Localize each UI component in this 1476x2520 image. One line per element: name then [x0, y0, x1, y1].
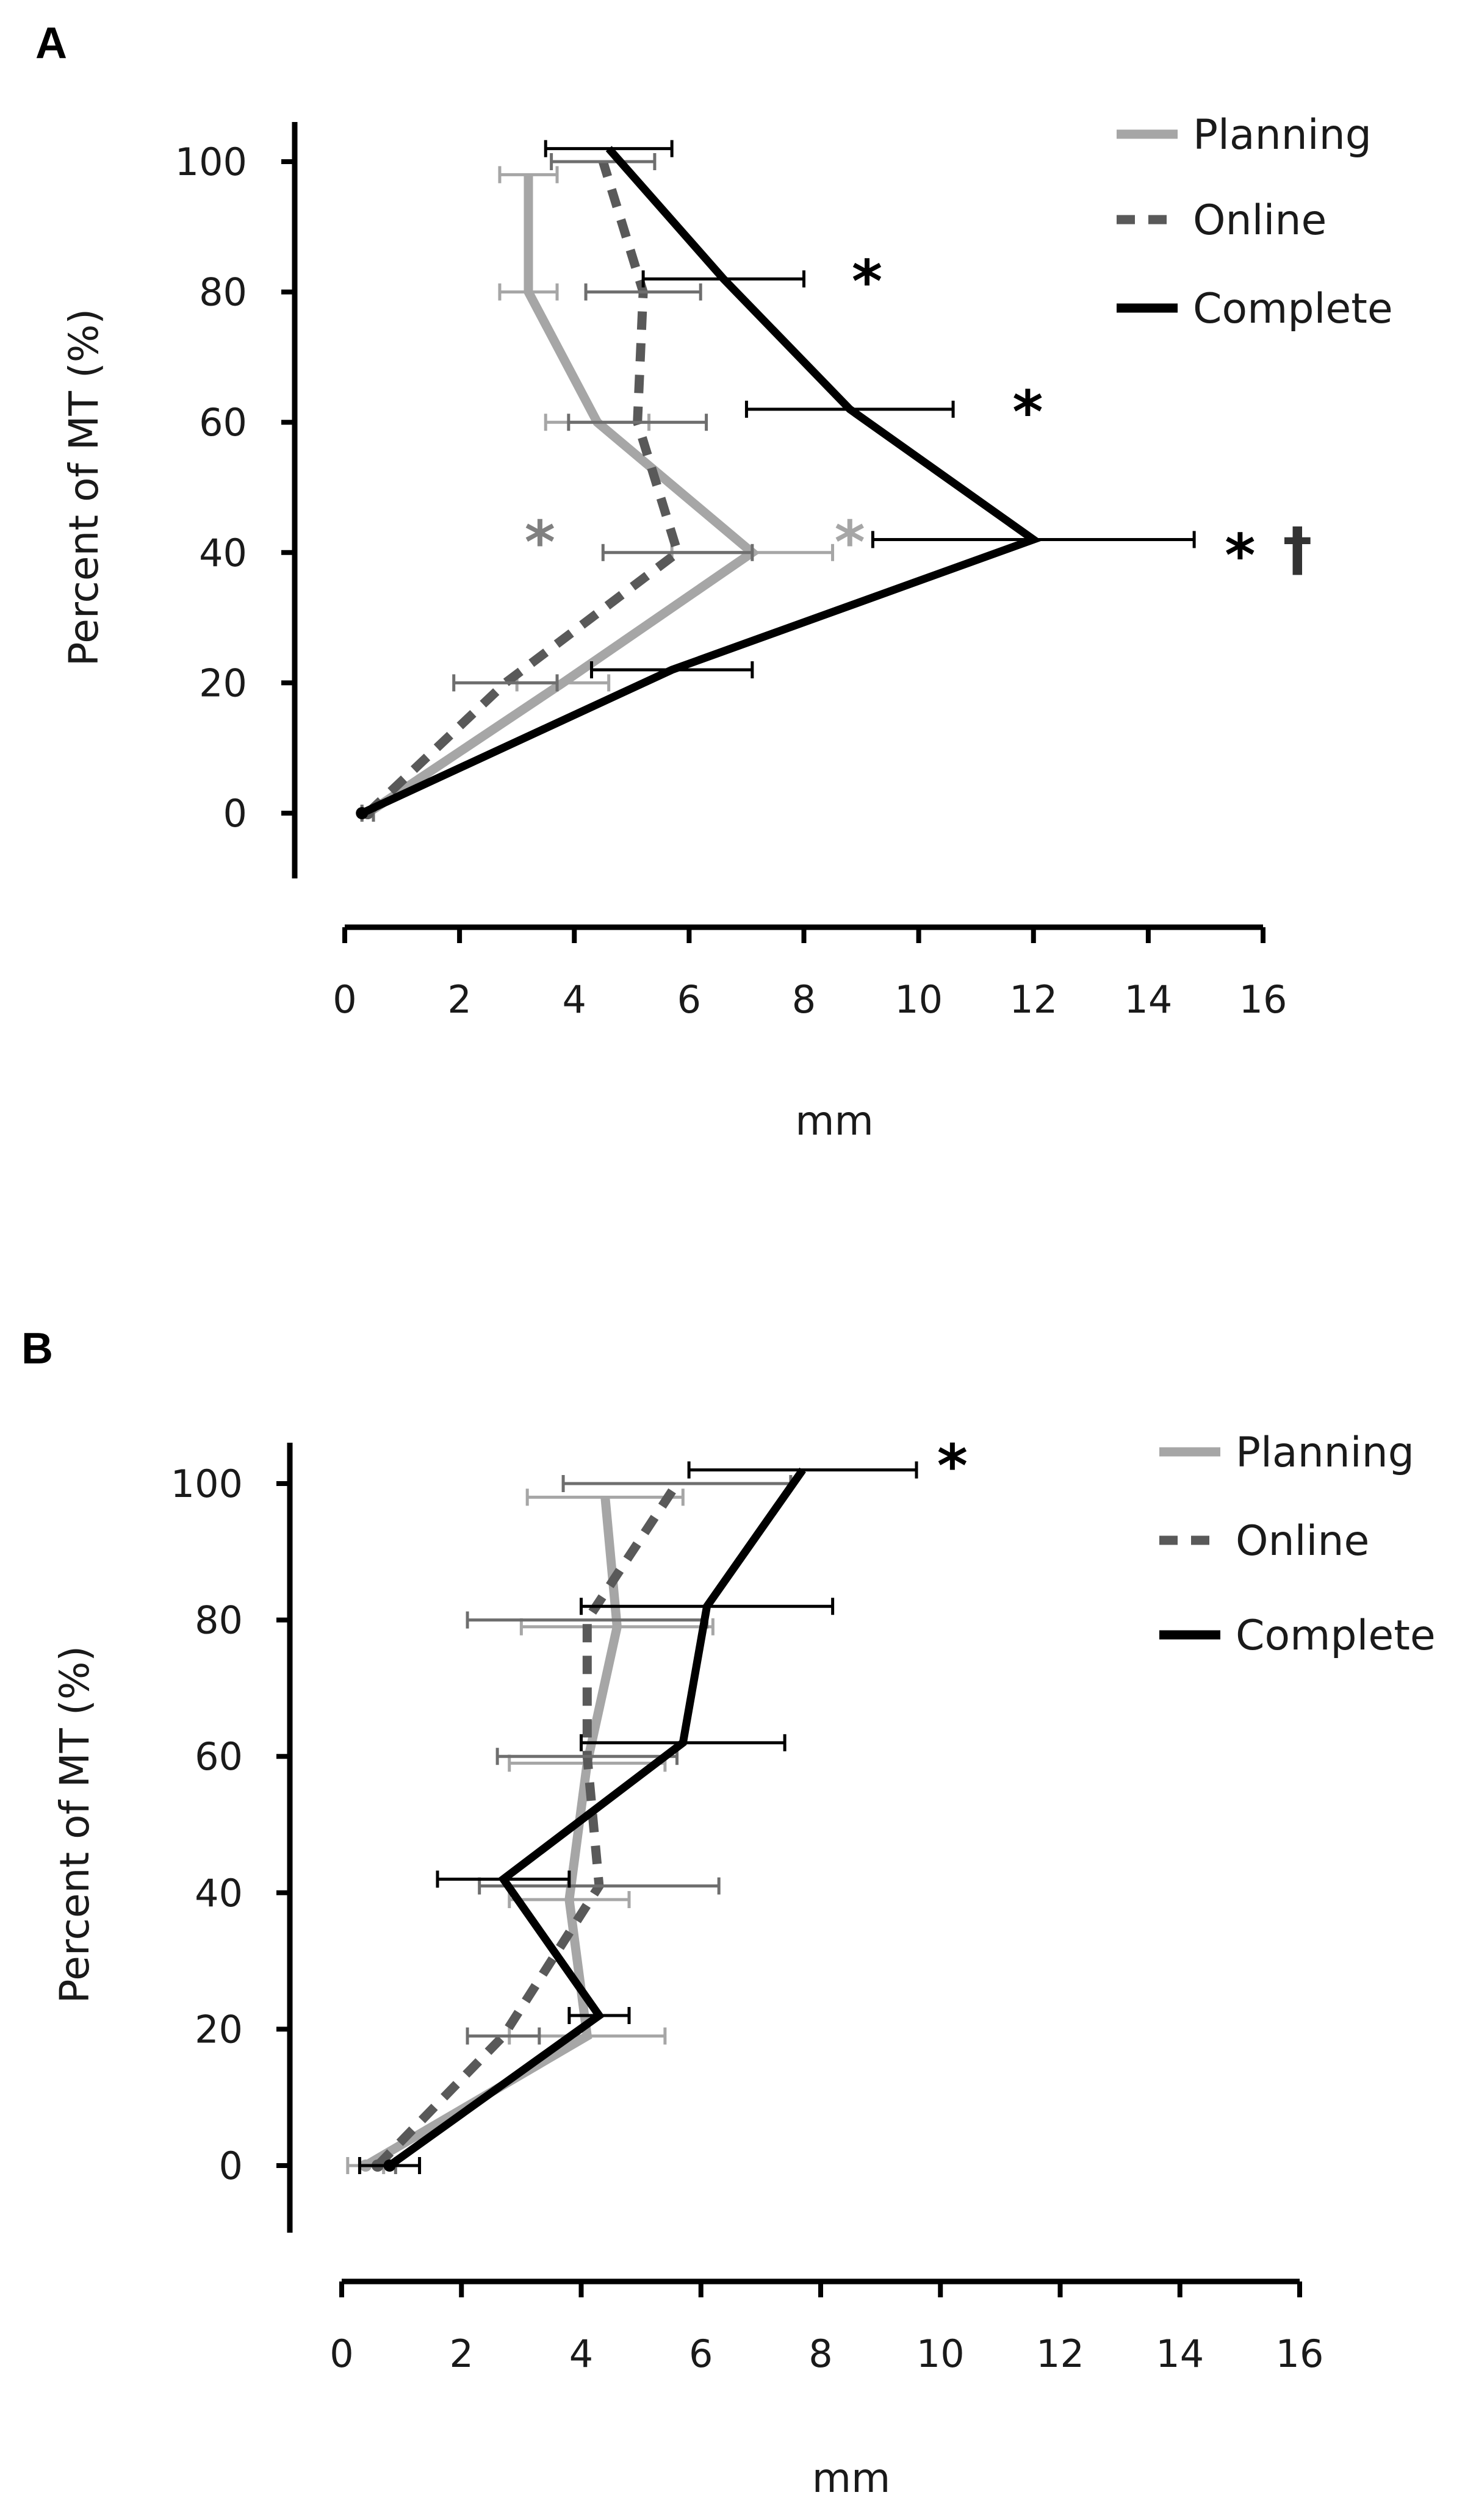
series-complete	[358, 1461, 918, 2174]
x-tick-label: 16	[1239, 977, 1287, 1022]
x-tick-label: 6	[677, 977, 701, 1022]
x-tick-label: 0	[333, 977, 356, 1022]
legend: Planning Online Complete	[1117, 111, 1393, 333]
significance-marker: *	[852, 248, 882, 316]
series-line-planning	[365, 174, 760, 817]
legend-label-planning: Planning	[1193, 111, 1372, 159]
series-line-online	[364, 160, 683, 817]
x-tick-label: 10	[895, 977, 943, 1022]
significance-marker: †	[1283, 515, 1312, 583]
significance-marker: *	[1225, 522, 1255, 590]
y-tick-label: 40	[195, 1871, 243, 1915]
x-tick-label: 4	[569, 2332, 593, 2376]
series-line-planning	[363, 1496, 622, 2170]
significance-marker: *	[1012, 378, 1043, 447]
x-axis-title: mm	[812, 2455, 891, 2502]
x-tick-label: 0	[329, 2332, 353, 2376]
x-tick-label: 8	[792, 977, 816, 1022]
data-point	[383, 2159, 396, 2172]
series-line-complete	[387, 1467, 806, 2169]
legend-label-complete: Complete	[1236, 1612, 1436, 1660]
y-tick-label: 80	[199, 270, 247, 315]
x-tick-label: 14	[1156, 2332, 1204, 2376]
panel-letter: B	[21, 1324, 53, 1373]
y-tick-label: 0	[219, 2144, 243, 2188]
y-tick-label: 100	[175, 140, 247, 184]
series-line-online	[374, 1481, 681, 2169]
panel-b: B 0 20 40 60 80 100 Percent of MT (%) 0 2 4 6 8 10 12 1…	[21, 1324, 1436, 2502]
y-tick-label: 20	[199, 661, 247, 705]
y-axis-title: Percent of MT (%)	[60, 309, 107, 666]
x-tick-label: 14	[1124, 977, 1172, 1022]
legend-label-online: Online	[1193, 196, 1327, 245]
x-axis-title: mm	[795, 1097, 874, 1144]
legend-label-planning: Planning	[1236, 1429, 1414, 1477]
significance-marker: *	[937, 1432, 968, 1500]
y-tick-label: 60	[195, 1734, 243, 1779]
x-tick-label: 4	[563, 977, 586, 1022]
x-tick-label: 12	[1009, 977, 1057, 1022]
x-tick-label: 10	[916, 2332, 965, 2376]
y-tick-label: 80	[195, 1598, 243, 1643]
y-tick-label: 40	[199, 531, 247, 575]
significance-marker: *	[525, 508, 555, 576]
series-line-complete	[360, 146, 1042, 817]
legend-label-complete: Complete	[1193, 285, 1393, 333]
significance-marker: *	[835, 508, 865, 576]
x-tick-label: 8	[808, 2332, 832, 2376]
legend: Planning Online Complete	[1159, 1429, 1436, 1660]
x-tick-label: 6	[689, 2332, 713, 2376]
x-tick-label: 2	[450, 2332, 473, 2376]
y-tick-label: 100	[171, 1462, 243, 1506]
y-tick-label: 60	[199, 400, 247, 445]
panel-letter: A	[35, 19, 67, 68]
x-tick-label: 12	[1036, 2332, 1084, 2376]
y-tick-label: 0	[223, 791, 247, 836]
y-axis-title: Percent of MT (%)	[51, 1646, 98, 2003]
panel-a: A 0 20 40 60 80 100 Percent of MT (%) 0 2 4 6 8 10 12 1…	[35, 19, 1393, 1144]
data-point	[356, 807, 369, 819]
x-tick-label: 16	[1276, 2332, 1324, 2376]
legend-label-online: Online	[1236, 1517, 1369, 1565]
series-planning	[360, 166, 835, 822]
series-planning	[346, 1488, 715, 2174]
y-tick-label: 20	[195, 2007, 243, 2052]
series-complete	[356, 140, 1196, 819]
x-tick-label: 2	[447, 977, 471, 1022]
